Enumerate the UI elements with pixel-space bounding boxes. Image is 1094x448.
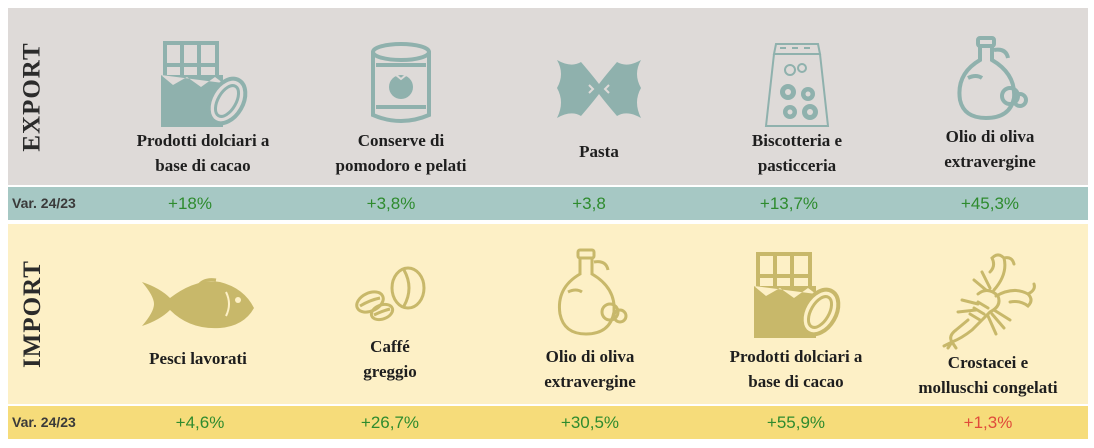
import-item-label-line2: base di cacao (748, 372, 844, 391)
export-item-biscuits: Biscotteria e pasticceria (697, 8, 897, 185)
tomato-can-icon (371, 42, 431, 123)
olive-oil-bottle-icon (957, 36, 1028, 121)
export-variation-row: Var. 24/23 +18% +3,8% +3,8 +13,7% +45,3% (8, 187, 1088, 220)
import-item-fish: Pesci lavorati (98, 224, 298, 404)
import-variation-value: +30,5% (560, 413, 620, 432)
chocolate-cacao-icon (754, 252, 841, 338)
import-section-label: IMPORT (19, 260, 46, 368)
export-item-label-line2: base di cacao (155, 156, 251, 175)
import-item-label-line1: Pesci lavorati (149, 349, 247, 368)
export-item-label-line1: Prodotti dolciari a (136, 131, 270, 150)
export-variation-value: +13,7% (759, 194, 819, 213)
import-item-olive-oil: Olio di oliva extravergine (490, 224, 690, 404)
import-variation-row: Var. 24/23 +4,6% +26,7% +30,5% +55,9% +1… (8, 406, 1088, 439)
import-variation-label: Var. 24/23 (12, 414, 76, 430)
export-item-label-line2: extravergine (944, 152, 1036, 171)
import-item-label-line1: Crostacei e (947, 353, 1029, 372)
biscuit-bag-icon (764, 43, 830, 127)
export-panel: EXPORT Prodotti dolciari a base di cacao (8, 8, 1088, 185)
import-variation-value: +55,9% (766, 413, 826, 432)
export-variation-label: Var. 24/23 (12, 195, 76, 211)
export-item-pasta: Pasta (499, 8, 699, 185)
export-item-label-line1: Pasta (579, 142, 619, 161)
import-variation-value: +4,6% (175, 413, 225, 432)
export-item-olive-oil: Olio di oliva extravergine (890, 8, 1090, 185)
export-variation-value: +45,3% (960, 194, 1020, 213)
import-item-label-line1: Prodotti dolciari a (729, 347, 863, 366)
fish-icon (142, 278, 254, 329)
export-item-label-line1: Conserve di (357, 131, 445, 150)
import-variation-value: +1,3% (963, 413, 1013, 432)
import-item-label-line2: extravergine (544, 372, 636, 391)
export-item-label-line1: Biscotteria e (751, 131, 843, 150)
export-variation-value: +3,8 (572, 194, 606, 213)
coffee-beans-icon (355, 266, 426, 322)
farfalle-pasta-icon (557, 60, 641, 118)
import-item-label-line1: Olio di oliva (545, 347, 635, 366)
import-variation-value: +26,7% (360, 413, 420, 432)
import-item-label-line2: greggio (363, 362, 417, 381)
import-item-label-line1: Caffé (370, 337, 410, 356)
export-item-label-line2: pasticceria (757, 156, 837, 175)
export-variation-value: +18% (168, 194, 212, 213)
export-variation-value: +3,8% (366, 194, 416, 213)
import-item-chocolate: Prodotti dolciari a base di cacao (696, 224, 896, 404)
import-item-lobster: Crostacei e molluschi congelati (888, 224, 1088, 404)
import-item-coffee: Caffé greggio (290, 224, 490, 404)
chocolate-cacao-icon (161, 41, 248, 127)
export-section-label: EXPORT (19, 41, 47, 152)
import-panel: IMPORT Pesci lavorati Caffé gre (8, 224, 1088, 404)
export-item-chocolate: Prodotti dolciari a base di cacao (103, 8, 303, 185)
export-item-label-line2: pomodoro e pelati (335, 156, 467, 175)
lobster-icon (942, 253, 1036, 350)
export-item-label-line1: Olio di oliva (945, 127, 1035, 146)
import-item-label-line2: molluschi congelati (918, 378, 1058, 397)
export-item-tomato-can: Conserve di pomodoro e pelati (301, 8, 501, 185)
olive-oil-bottle-icon (557, 248, 628, 336)
